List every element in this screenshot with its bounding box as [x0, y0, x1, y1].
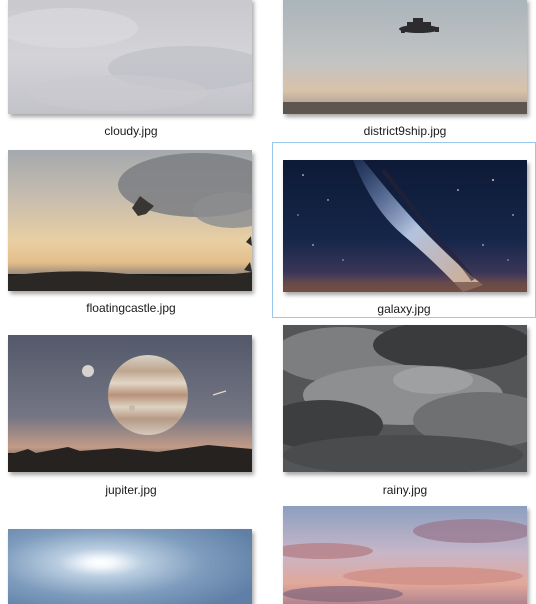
thumbnail-floatingcastle[interactable]: [8, 150, 252, 291]
file-item-jupiter[interactable]: jupiter.jpg: [0, 318, 262, 500]
file-item-cloudy[interactable]: cloudy.jpg: [0, 0, 262, 142]
file-item-floatingcastle[interactable]: floatingcastle.jpg: [0, 142, 262, 318]
file-item-rainy[interactable]: rainy.jpg: [274, 318, 536, 500]
file-name-label[interactable]: cloudy.jpg: [104, 124, 158, 138]
thumbnail-district9ship[interactable]: [283, 0, 527, 114]
file-name-label[interactable]: floatingcastle.jpg: [86, 301, 176, 315]
thumbnail-galaxy[interactable]: [283, 160, 527, 292]
file-item-district9ship[interactable]: district9ship.jpg: [274, 0, 536, 142]
thumbnail-rainy[interactable]: [283, 325, 527, 472]
file-item-galaxy[interactable]: galaxy.jpg: [272, 142, 536, 318]
thumbnail-sunset[interactable]: [283, 506, 527, 604]
file-name-label[interactable]: rainy.jpg: [382, 483, 428, 497]
thumbnail-cloudy[interactable]: [8, 0, 252, 114]
file-item-sunset[interactable]: [274, 500, 536, 604]
thumbnail-sun[interactable]: [8, 529, 252, 604]
file-name-label[interactable]: district9ship.jpg: [363, 124, 447, 138]
file-item-sun[interactable]: [0, 500, 262, 604]
file-name-label[interactable]: galaxy.jpg: [377, 302, 431, 316]
file-name-label[interactable]: jupiter.jpg: [105, 483, 157, 497]
thumbnail-jupiter[interactable]: [8, 335, 252, 472]
